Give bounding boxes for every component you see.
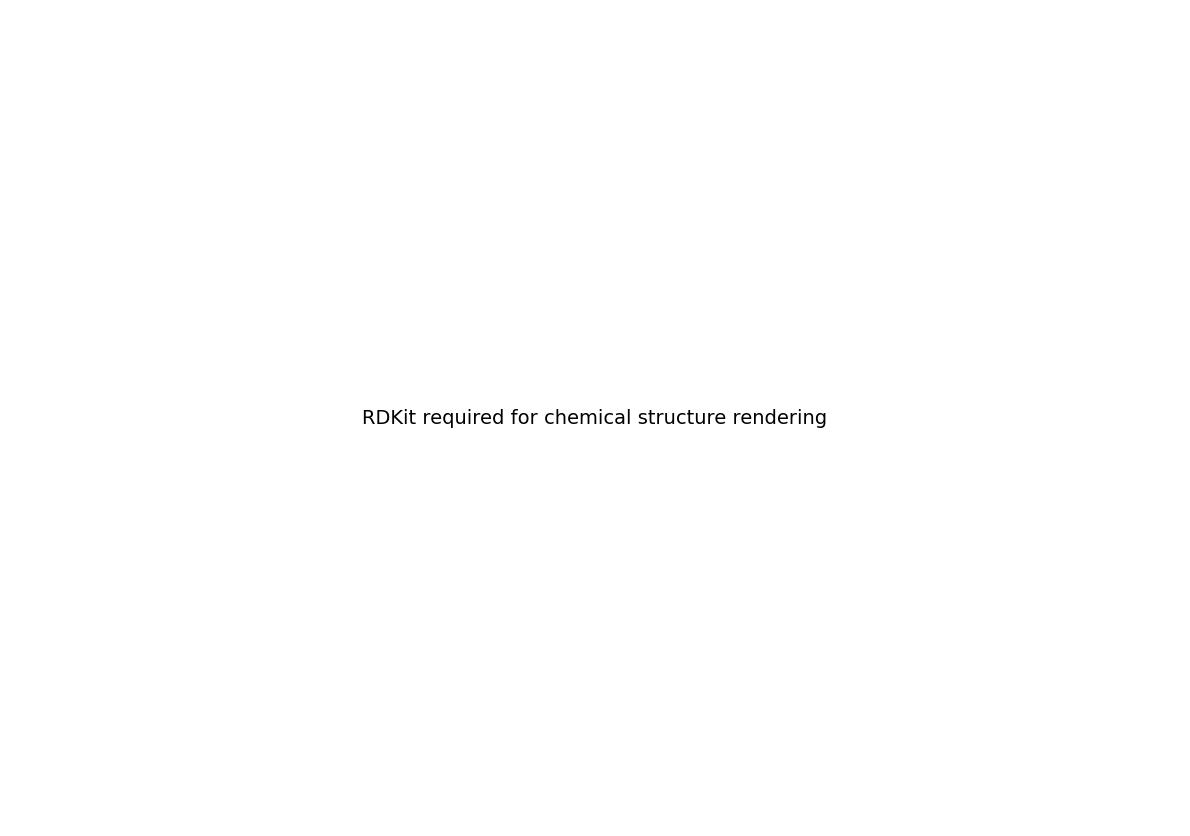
- Text: RDKit required for chemical structure rendering: RDKit required for chemical structure re…: [363, 409, 827, 427]
